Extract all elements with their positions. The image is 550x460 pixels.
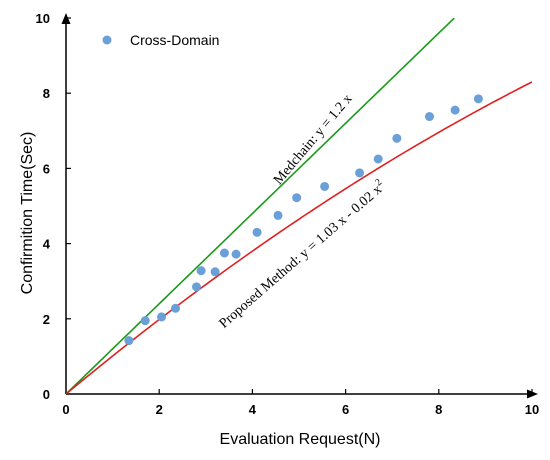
scatter-point <box>231 249 241 259</box>
x-axis-ticks: 0 2 4 6 8 10 <box>62 389 539 417</box>
y-tick-label: 6 <box>43 161 50 176</box>
x-axis-title: Evaluation Request(N) <box>220 431 381 448</box>
x-tick-label: 0 <box>62 402 69 417</box>
proposed-label-equation: y = 1.03 x - 0.02 x <box>297 182 385 261</box>
scatter-point <box>355 168 365 178</box>
series-line-medchain <box>66 18 455 394</box>
scatter-point <box>392 133 402 143</box>
scatter-point <box>450 105 460 115</box>
scatter-point <box>273 210 283 220</box>
scatter-point <box>292 193 302 203</box>
proposed-equation-label: Proposed Method: y = 1.03 x - 0.02 x2 <box>215 177 389 332</box>
x-tick-label: 10 <box>525 402 539 417</box>
scatter-point <box>124 336 134 346</box>
scatter-point <box>210 267 220 277</box>
scatter-point <box>196 266 206 276</box>
scatter-point <box>157 312 167 322</box>
scatter-point <box>252 227 262 237</box>
x-tick-label: 6 <box>342 402 349 417</box>
series-line-proposed-method <box>66 81 532 394</box>
scatter-point <box>320 181 330 191</box>
scatter-point <box>140 316 150 326</box>
scatter-point <box>373 154 383 164</box>
proposed-label-superscript: 2 <box>373 177 384 189</box>
scatter-point <box>171 303 181 313</box>
x-tick-label: 8 <box>435 402 442 417</box>
scatter-points <box>124 94 483 346</box>
scatter-point <box>219 248 229 258</box>
medchain-label-equation: y = 1.2 x <box>312 92 356 140</box>
y-tick-label: 4 <box>43 237 51 252</box>
y-tick-label: 2 <box>43 312 50 327</box>
y-tick-label: 10 <box>36 11 50 26</box>
legend: Cross-Domain <box>102 32 219 48</box>
y-tick-label: 8 <box>43 86 50 101</box>
medchain-label-name: Medchain <box>271 135 319 187</box>
x-tick-label: 2 <box>156 402 163 417</box>
y-axis-title: Confirmition Time(Sec) <box>19 132 36 295</box>
legend-marker-cross-domain <box>102 35 112 45</box>
scatter-point <box>424 112 434 122</box>
scatter-point <box>191 282 201 292</box>
scatter-point <box>473 94 483 104</box>
legend-label-cross-domain: Cross-Domain <box>130 32 219 48</box>
x-tick-label: 4 <box>249 402 257 417</box>
y-tick-label: 0 <box>43 387 50 402</box>
medchain-equation-label: Medchain: y = 1.2 x <box>271 92 356 188</box>
y-axis-ticks: 0 2 4 6 8 10 <box>36 11 71 402</box>
